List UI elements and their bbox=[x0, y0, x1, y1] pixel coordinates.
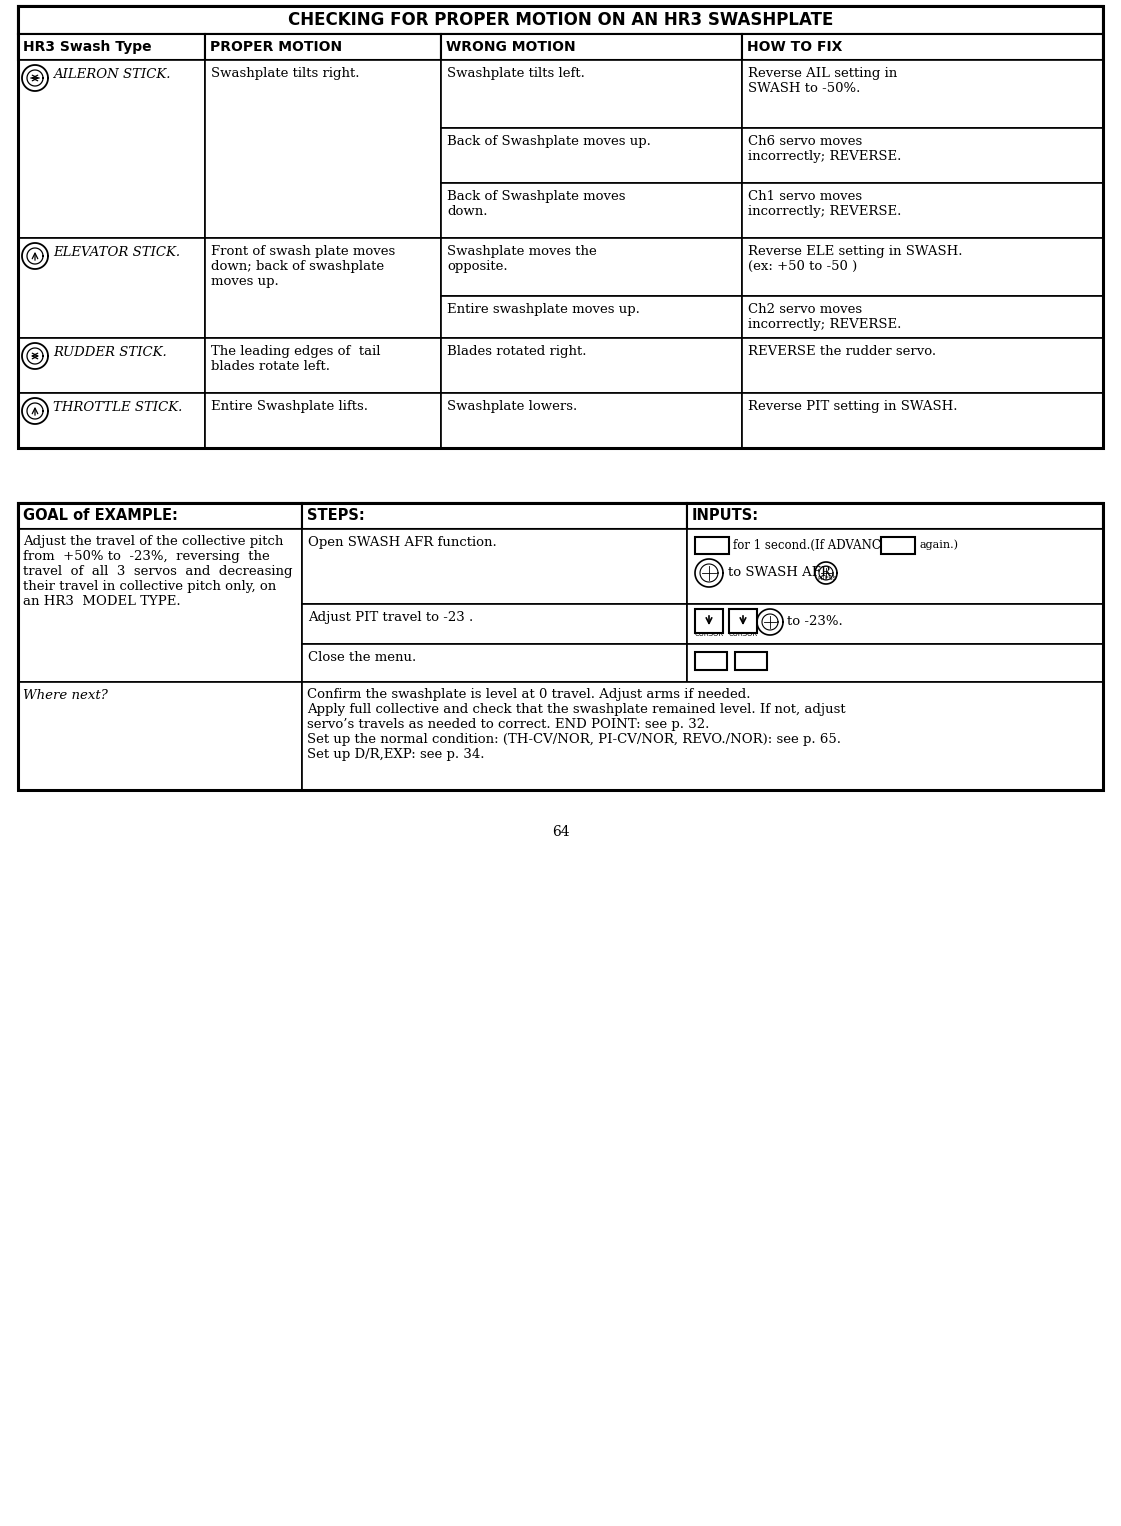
Bar bbox=[441, 183, 742, 238]
Text: AILERON STICK.: AILERON STICK. bbox=[53, 69, 170, 81]
Text: to SWASH AFR.: to SWASH AFR. bbox=[728, 566, 835, 578]
Bar bbox=[441, 128, 742, 183]
Text: Adjust the travel of the collective pitch
from  +50% to  -23%,  reversing  the
t: Adjust the travel of the collective pitc… bbox=[24, 536, 293, 607]
Text: ELEVATOR STICK.: ELEVATOR STICK. bbox=[53, 246, 180, 259]
Bar bbox=[205, 34, 441, 60]
Text: REVERSE the rudder servo.: REVERSE the rudder servo. bbox=[748, 345, 936, 359]
Text: Entire Swashplate lifts.: Entire Swashplate lifts. bbox=[211, 400, 368, 414]
Text: HR3 Swash Type: HR3 Swash Type bbox=[24, 40, 151, 53]
Bar bbox=[735, 652, 767, 670]
Bar bbox=[18, 6, 1103, 449]
Text: GOAL of EXAMPLE:: GOAL of EXAMPLE: bbox=[24, 508, 178, 523]
Text: The leading edges of  tail
blades rotate left.: The leading edges of tail blades rotate … bbox=[211, 345, 380, 372]
Text: Where next?: Where next? bbox=[24, 690, 108, 702]
Text: THROTTLE STICK.: THROTTLE STICK. bbox=[53, 401, 183, 414]
Bar bbox=[302, 644, 687, 682]
Bar bbox=[742, 183, 1103, 238]
Bar bbox=[687, 644, 1103, 682]
Bar bbox=[205, 238, 441, 337]
Bar bbox=[742, 34, 1103, 60]
Text: WRONG MOTION: WRONG MOTION bbox=[446, 40, 575, 53]
Text: MODE: MODE bbox=[695, 540, 730, 549]
Text: again.): again.) bbox=[919, 539, 958, 549]
Text: CURSOR: CURSOR bbox=[694, 630, 723, 636]
Text: STEPS:: STEPS: bbox=[307, 508, 364, 523]
Text: Swashplate lowers.: Swashplate lowers. bbox=[447, 400, 577, 414]
Text: PROPER MOTION: PROPER MOTION bbox=[210, 40, 342, 53]
Bar bbox=[742, 238, 1103, 296]
Bar bbox=[742, 296, 1103, 337]
Bar bbox=[687, 604, 1103, 644]
Text: END: END bbox=[740, 655, 762, 665]
Bar bbox=[18, 6, 1103, 34]
Text: Reverse PIT setting in SWASH.: Reverse PIT setting in SWASH. bbox=[748, 400, 957, 414]
Bar bbox=[742, 394, 1103, 449]
Bar bbox=[742, 128, 1103, 183]
Bar bbox=[18, 337, 205, 394]
Bar bbox=[729, 609, 757, 633]
Bar bbox=[695, 537, 729, 554]
Text: CURSOR: CURSOR bbox=[729, 630, 758, 636]
Bar bbox=[441, 296, 742, 337]
Text: Reverse AIL setting in
SWASH to -50%.: Reverse AIL setting in SWASH to -50%. bbox=[748, 67, 897, 95]
Bar bbox=[441, 238, 742, 296]
Text: END: END bbox=[700, 655, 722, 665]
Text: Front of swash plate moves
down; back of swashplate
moves up.: Front of swash plate moves down; back of… bbox=[211, 246, 396, 288]
Bar bbox=[18, 530, 302, 682]
Text: Back of Swashplate moves up.: Back of Swashplate moves up. bbox=[447, 134, 651, 148]
Text: HOW TO FIX: HOW TO FIX bbox=[747, 40, 842, 53]
Text: Adjust PIT travel to -23 .: Adjust PIT travel to -23 . bbox=[308, 610, 473, 624]
Bar bbox=[302, 530, 687, 604]
Bar bbox=[441, 60, 742, 128]
Bar bbox=[742, 337, 1103, 394]
Bar bbox=[695, 652, 728, 670]
Bar bbox=[302, 604, 687, 644]
Bar bbox=[441, 34, 742, 60]
Bar bbox=[302, 682, 1103, 790]
Text: Close the menu.: Close the menu. bbox=[308, 652, 416, 664]
Text: to -23%.: to -23%. bbox=[787, 615, 843, 629]
Bar bbox=[18, 682, 302, 790]
Text: PRESS: PRESS bbox=[817, 575, 836, 581]
Text: Swashplate tilts left.: Swashplate tilts left. bbox=[447, 67, 585, 79]
Text: MODE: MODE bbox=[881, 540, 916, 549]
Text: Ch6 servo moves
incorrectly; REVERSE.: Ch6 servo moves incorrectly; REVERSE. bbox=[748, 134, 901, 163]
Bar bbox=[742, 60, 1103, 128]
Text: Ch2 servo moves
incorrectly; REVERSE.: Ch2 servo moves incorrectly; REVERSE. bbox=[748, 304, 901, 331]
Bar bbox=[18, 238, 205, 337]
Bar bbox=[18, 504, 302, 530]
Text: CHECKING FOR PROPER MOTION ON AN HR3 SWASHPLATE: CHECKING FOR PROPER MOTION ON AN HR3 SWA… bbox=[288, 11, 833, 29]
Text: Swashplate moves the
opposite.: Swashplate moves the opposite. bbox=[447, 246, 596, 273]
Bar bbox=[18, 394, 205, 449]
Bar bbox=[695, 609, 723, 633]
Text: Swashplate tilts right.: Swashplate tilts right. bbox=[211, 67, 360, 79]
Text: RUDDER STICK.: RUDDER STICK. bbox=[53, 346, 167, 359]
Bar bbox=[302, 504, 687, 530]
Text: Blades rotated right.: Blades rotated right. bbox=[447, 345, 586, 359]
Bar bbox=[687, 504, 1103, 530]
Text: INPUTS:: INPUTS: bbox=[692, 508, 759, 523]
Bar bbox=[881, 537, 915, 554]
Text: Reverse ELE setting in SWASH.
(ex: +50 to -50 ): Reverse ELE setting in SWASH. (ex: +50 t… bbox=[748, 246, 963, 273]
Text: Ch1 servo moves
incorrectly; REVERSE.: Ch1 servo moves incorrectly; REVERSE. bbox=[748, 191, 901, 218]
Bar bbox=[205, 394, 441, 449]
Bar bbox=[441, 337, 742, 394]
Text: Back of Swashplate moves
down.: Back of Swashplate moves down. bbox=[447, 191, 626, 218]
Bar bbox=[18, 504, 1103, 790]
Bar bbox=[18, 60, 205, 238]
Bar bbox=[18, 34, 205, 60]
Bar bbox=[205, 337, 441, 394]
Text: Open SWASH AFR function.: Open SWASH AFR function. bbox=[308, 536, 497, 549]
Text: Entire swashplate moves up.: Entire swashplate moves up. bbox=[447, 304, 640, 316]
Bar bbox=[687, 530, 1103, 604]
Bar bbox=[205, 60, 441, 238]
Bar bbox=[441, 394, 742, 449]
Text: 64: 64 bbox=[552, 826, 569, 839]
Text: Confirm the swashplate is level at 0 travel. Adjust arms if needed.
Apply full c: Confirm the swashplate is level at 0 tra… bbox=[307, 688, 845, 761]
Text: for 1 second.(If ADVANCE,: for 1 second.(If ADVANCE, bbox=[733, 539, 893, 552]
